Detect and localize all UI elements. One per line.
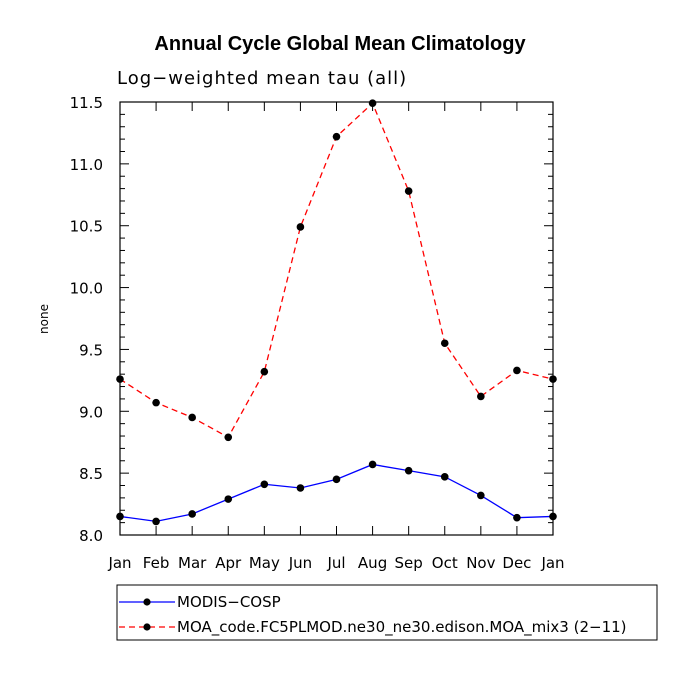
legend-label-moa-mix3: MOA_code.FC5PLMOD.ne30_ne30.edison.MOA_m… xyxy=(177,618,627,637)
series-1-point xyxy=(404,187,413,195)
y-tick-label: 8.0 xyxy=(79,527,103,545)
legend-label-modis-cosp: MODIS−COSP xyxy=(177,593,281,611)
legend-marker-modis-cosp xyxy=(143,598,151,606)
x-tick-label: Nov xyxy=(466,554,495,572)
x-tick-label: Aug xyxy=(358,554,387,572)
series-0-point xyxy=(296,484,305,492)
series-1-point xyxy=(260,367,269,376)
series-1-point xyxy=(116,375,124,383)
y-tick-label: 9.0 xyxy=(79,403,103,421)
series-0-point xyxy=(477,491,485,500)
series-0-point xyxy=(188,510,196,518)
series-0-point xyxy=(549,512,557,521)
series-line-1 xyxy=(119,102,554,439)
series-group xyxy=(116,99,557,526)
legend-marker-moa-mix3 xyxy=(143,623,151,631)
y-tick-label: 11.0 xyxy=(70,156,103,174)
series-1-point xyxy=(188,413,196,422)
x-tick-label: Jan xyxy=(540,554,564,572)
series-line-0 xyxy=(119,463,554,523)
x-tick-label: Dec xyxy=(502,554,531,572)
series-0-point xyxy=(513,513,521,522)
series-1-point xyxy=(513,366,521,375)
y-axis-label: none xyxy=(37,304,51,334)
series-0-point xyxy=(260,480,269,489)
series-1-point xyxy=(477,392,485,401)
y-tick-label: 10.5 xyxy=(70,218,103,236)
x-tick-label: Sep xyxy=(395,554,423,572)
x-tick-label: Oct xyxy=(432,554,458,572)
x-tick-label: May xyxy=(249,554,280,572)
series-1-point xyxy=(549,375,557,383)
series-1-point xyxy=(296,223,305,231)
x-tick-label: Jul xyxy=(326,554,345,572)
y-tick-label: 10.0 xyxy=(70,280,103,298)
series-0-point xyxy=(224,495,233,503)
series-1-point xyxy=(332,132,341,141)
legend-box xyxy=(116,584,658,641)
x-tick-label: Apr xyxy=(215,554,242,572)
x-tick-label: Jan xyxy=(107,554,131,572)
series-1-point xyxy=(224,433,233,442)
legend: MODIS−COSP MOA_code.FC5PLMOD.ne30_ne30.e… xyxy=(119,593,627,637)
y-tick-label: 11.5 xyxy=(70,94,103,112)
series-1-point xyxy=(440,339,449,348)
series-0-point xyxy=(116,512,124,521)
x-tick-label: Feb xyxy=(143,554,170,572)
chart-subtitle: Log−weighted mean tau (all) xyxy=(117,68,407,89)
series-1-point xyxy=(152,398,160,407)
x-tick-label: Jun xyxy=(288,554,312,572)
y-tick-label: 8.5 xyxy=(79,465,103,483)
series-0-point xyxy=(152,517,160,526)
series-0-point xyxy=(404,466,413,475)
series-1-point xyxy=(368,99,377,108)
x-tick-label: Mar xyxy=(178,554,207,572)
y-tick-label: 9.5 xyxy=(79,341,103,359)
chart-title: Annual Cycle Global Mean Climatology xyxy=(154,33,526,55)
series-0-point xyxy=(440,473,449,481)
plot-frame xyxy=(119,101,554,536)
axes-group: Jan Feb Mar Apr May Jun Jul Aug Sep Oct Nov Dec Jan8… xyxy=(70,94,565,572)
series-0-point xyxy=(368,460,377,469)
series-0-point xyxy=(332,475,341,484)
